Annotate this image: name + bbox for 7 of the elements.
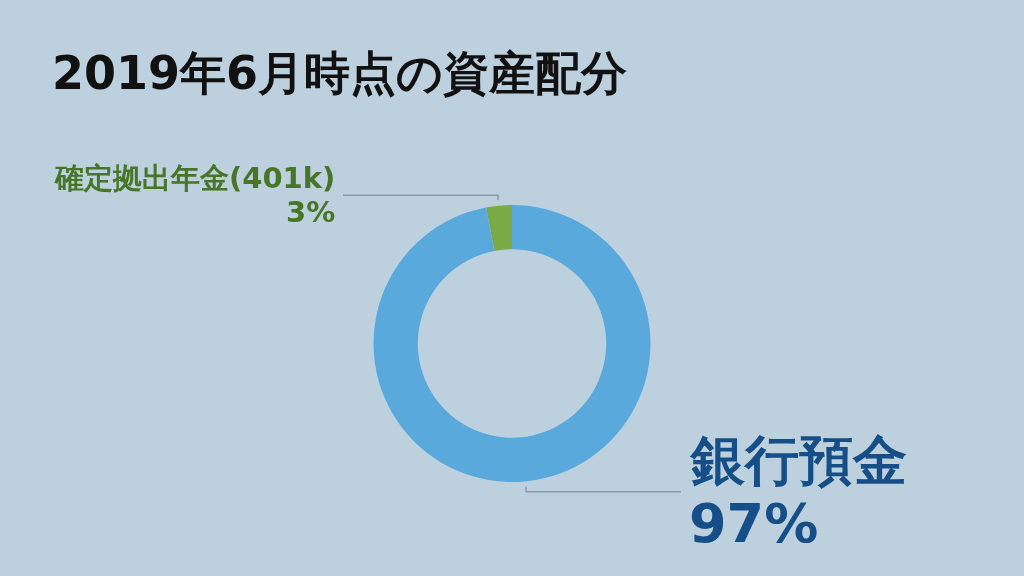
data-label: 3% [286,195,336,229]
slice-label: 確定拠出年金(401k) [54,161,336,195]
donut-slice [486,205,512,251]
data-label: 97% [689,492,819,555]
slice-label: 銀行預金 [689,429,907,492]
donut-slice [373,205,651,482]
chart-title: 2019年6月時点の資産配分 [52,46,628,101]
